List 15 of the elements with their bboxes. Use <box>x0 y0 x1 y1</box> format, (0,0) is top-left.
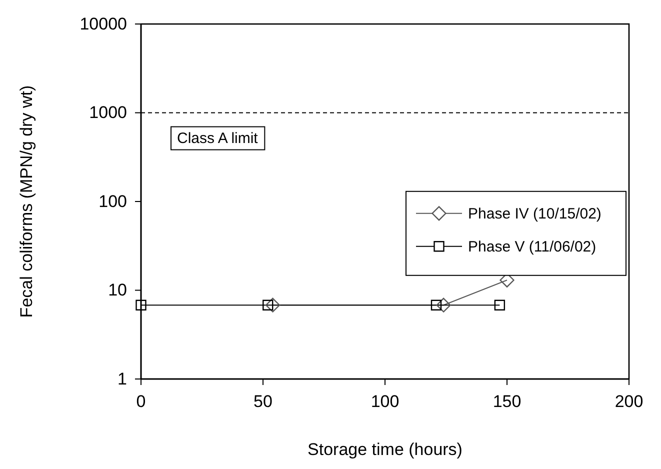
legend-label: Phase V (11/06/02) <box>468 238 596 256</box>
y-tick-label: 100 <box>98 192 127 211</box>
ref-line-label: Class A limit <box>177 130 259 147</box>
y-tick-label: 1 <box>118 369 127 388</box>
x-tick-label: 150 <box>492 392 522 412</box>
x-axis-title: Storage time (hours) <box>308 440 462 459</box>
y-tick-label: 1000 <box>89 103 127 122</box>
x-tick-label: 100 <box>370 392 400 412</box>
x-tick-label: 50 <box>254 392 272 412</box>
y-tick-label: 10 <box>108 280 127 300</box>
y-axis-title: Fecal coliforms (MPN/g dry wt) <box>17 85 36 318</box>
legend-label: Phase IV (10/15/02) <box>468 205 602 222</box>
x-tick-label: 200 <box>614 392 644 412</box>
x-tick-label: 0 <box>136 392 146 412</box>
y-tick-label: 10000 <box>80 14 127 34</box>
